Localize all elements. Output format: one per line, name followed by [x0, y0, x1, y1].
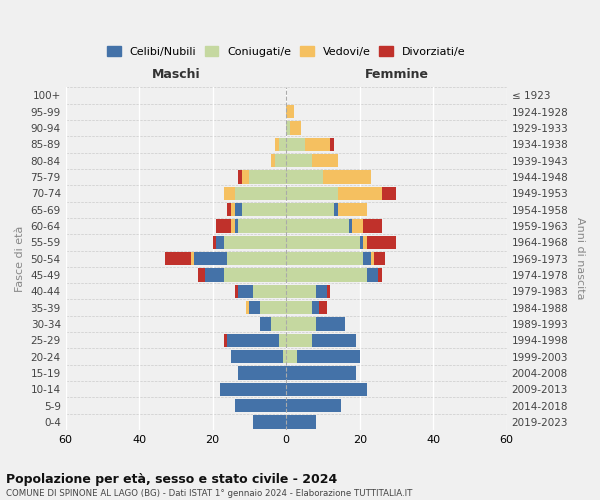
Bar	[242, 170, 250, 183]
Bar	[334, 203, 338, 216]
Bar	[217, 236, 224, 249]
Bar	[323, 170, 371, 183]
Bar	[319, 301, 326, 314]
Bar	[286, 416, 316, 428]
Bar	[227, 203, 231, 216]
Bar	[290, 122, 301, 134]
Bar	[286, 105, 293, 118]
Bar	[235, 399, 286, 412]
Bar	[224, 236, 286, 249]
Bar	[338, 187, 382, 200]
Text: Femmine: Femmine	[364, 68, 428, 80]
Bar	[286, 268, 367, 281]
Bar	[286, 399, 341, 412]
Bar	[212, 236, 217, 249]
Bar	[227, 252, 286, 265]
Bar	[286, 252, 364, 265]
Bar	[238, 366, 286, 380]
Bar	[364, 236, 367, 249]
Bar	[352, 220, 364, 232]
Bar	[235, 203, 242, 216]
Text: Maschi: Maschi	[152, 68, 200, 80]
Bar	[316, 318, 345, 330]
Bar	[165, 252, 191, 265]
Bar	[378, 268, 382, 281]
Bar	[297, 350, 360, 363]
Bar	[338, 203, 367, 216]
Bar	[286, 138, 305, 151]
Bar	[191, 252, 194, 265]
Bar	[260, 301, 286, 314]
Bar	[275, 154, 286, 167]
Text: Popolazione per età, sesso e stato civile - 2024: Popolazione per età, sesso e stato civil…	[6, 472, 337, 486]
Bar	[194, 252, 227, 265]
Bar	[198, 268, 205, 281]
Bar	[235, 285, 238, 298]
Bar	[224, 268, 286, 281]
Bar	[371, 252, 374, 265]
Bar	[238, 220, 286, 232]
Bar	[286, 154, 312, 167]
Bar	[235, 187, 286, 200]
Bar	[246, 301, 250, 314]
Bar	[326, 285, 331, 298]
Bar	[238, 285, 253, 298]
Bar	[242, 203, 286, 216]
Bar	[227, 334, 279, 347]
Bar	[305, 138, 331, 151]
Bar	[286, 334, 312, 347]
Bar	[286, 220, 349, 232]
Bar	[238, 170, 242, 183]
Bar	[279, 138, 286, 151]
Bar	[250, 170, 286, 183]
Bar	[286, 350, 297, 363]
Bar	[231, 220, 235, 232]
Bar	[286, 236, 360, 249]
Bar	[279, 334, 286, 347]
Y-axis label: Anni di nascita: Anni di nascita	[575, 218, 585, 300]
Bar	[231, 350, 283, 363]
Bar	[349, 220, 352, 232]
Bar	[224, 334, 227, 347]
Bar	[275, 138, 279, 151]
Bar	[367, 236, 397, 249]
Bar	[250, 301, 260, 314]
Y-axis label: Fasce di età: Fasce di età	[15, 226, 25, 292]
Bar	[286, 122, 290, 134]
Bar	[253, 416, 286, 428]
Bar	[286, 383, 367, 396]
Bar	[331, 138, 334, 151]
Bar	[286, 203, 334, 216]
Legend: Celibi/Nubili, Coniugati/e, Vedovi/e, Divorziati/e: Celibi/Nubili, Coniugati/e, Vedovi/e, Di…	[103, 42, 469, 61]
Bar	[260, 318, 271, 330]
Bar	[360, 236, 364, 249]
Bar	[364, 220, 382, 232]
Bar	[271, 154, 275, 167]
Bar	[224, 187, 235, 200]
Bar	[235, 220, 238, 232]
Bar	[312, 154, 338, 167]
Bar	[286, 187, 338, 200]
Bar	[271, 318, 286, 330]
Bar	[312, 301, 319, 314]
Bar	[253, 285, 286, 298]
Bar	[220, 383, 286, 396]
Bar	[231, 203, 235, 216]
Bar	[286, 366, 356, 380]
Text: COMUNE DI SPINONE AL LAGO (BG) - Dati ISTAT 1° gennaio 2024 - Elaborazione TUTTI: COMUNE DI SPINONE AL LAGO (BG) - Dati IS…	[6, 489, 412, 498]
Bar	[367, 268, 378, 281]
Bar	[205, 268, 224, 281]
Bar	[382, 187, 397, 200]
Bar	[286, 318, 316, 330]
Bar	[286, 285, 316, 298]
Bar	[316, 285, 326, 298]
Bar	[286, 301, 312, 314]
Bar	[364, 252, 371, 265]
Bar	[374, 252, 385, 265]
Bar	[286, 170, 323, 183]
Bar	[312, 334, 356, 347]
Bar	[217, 220, 231, 232]
Bar	[283, 350, 286, 363]
